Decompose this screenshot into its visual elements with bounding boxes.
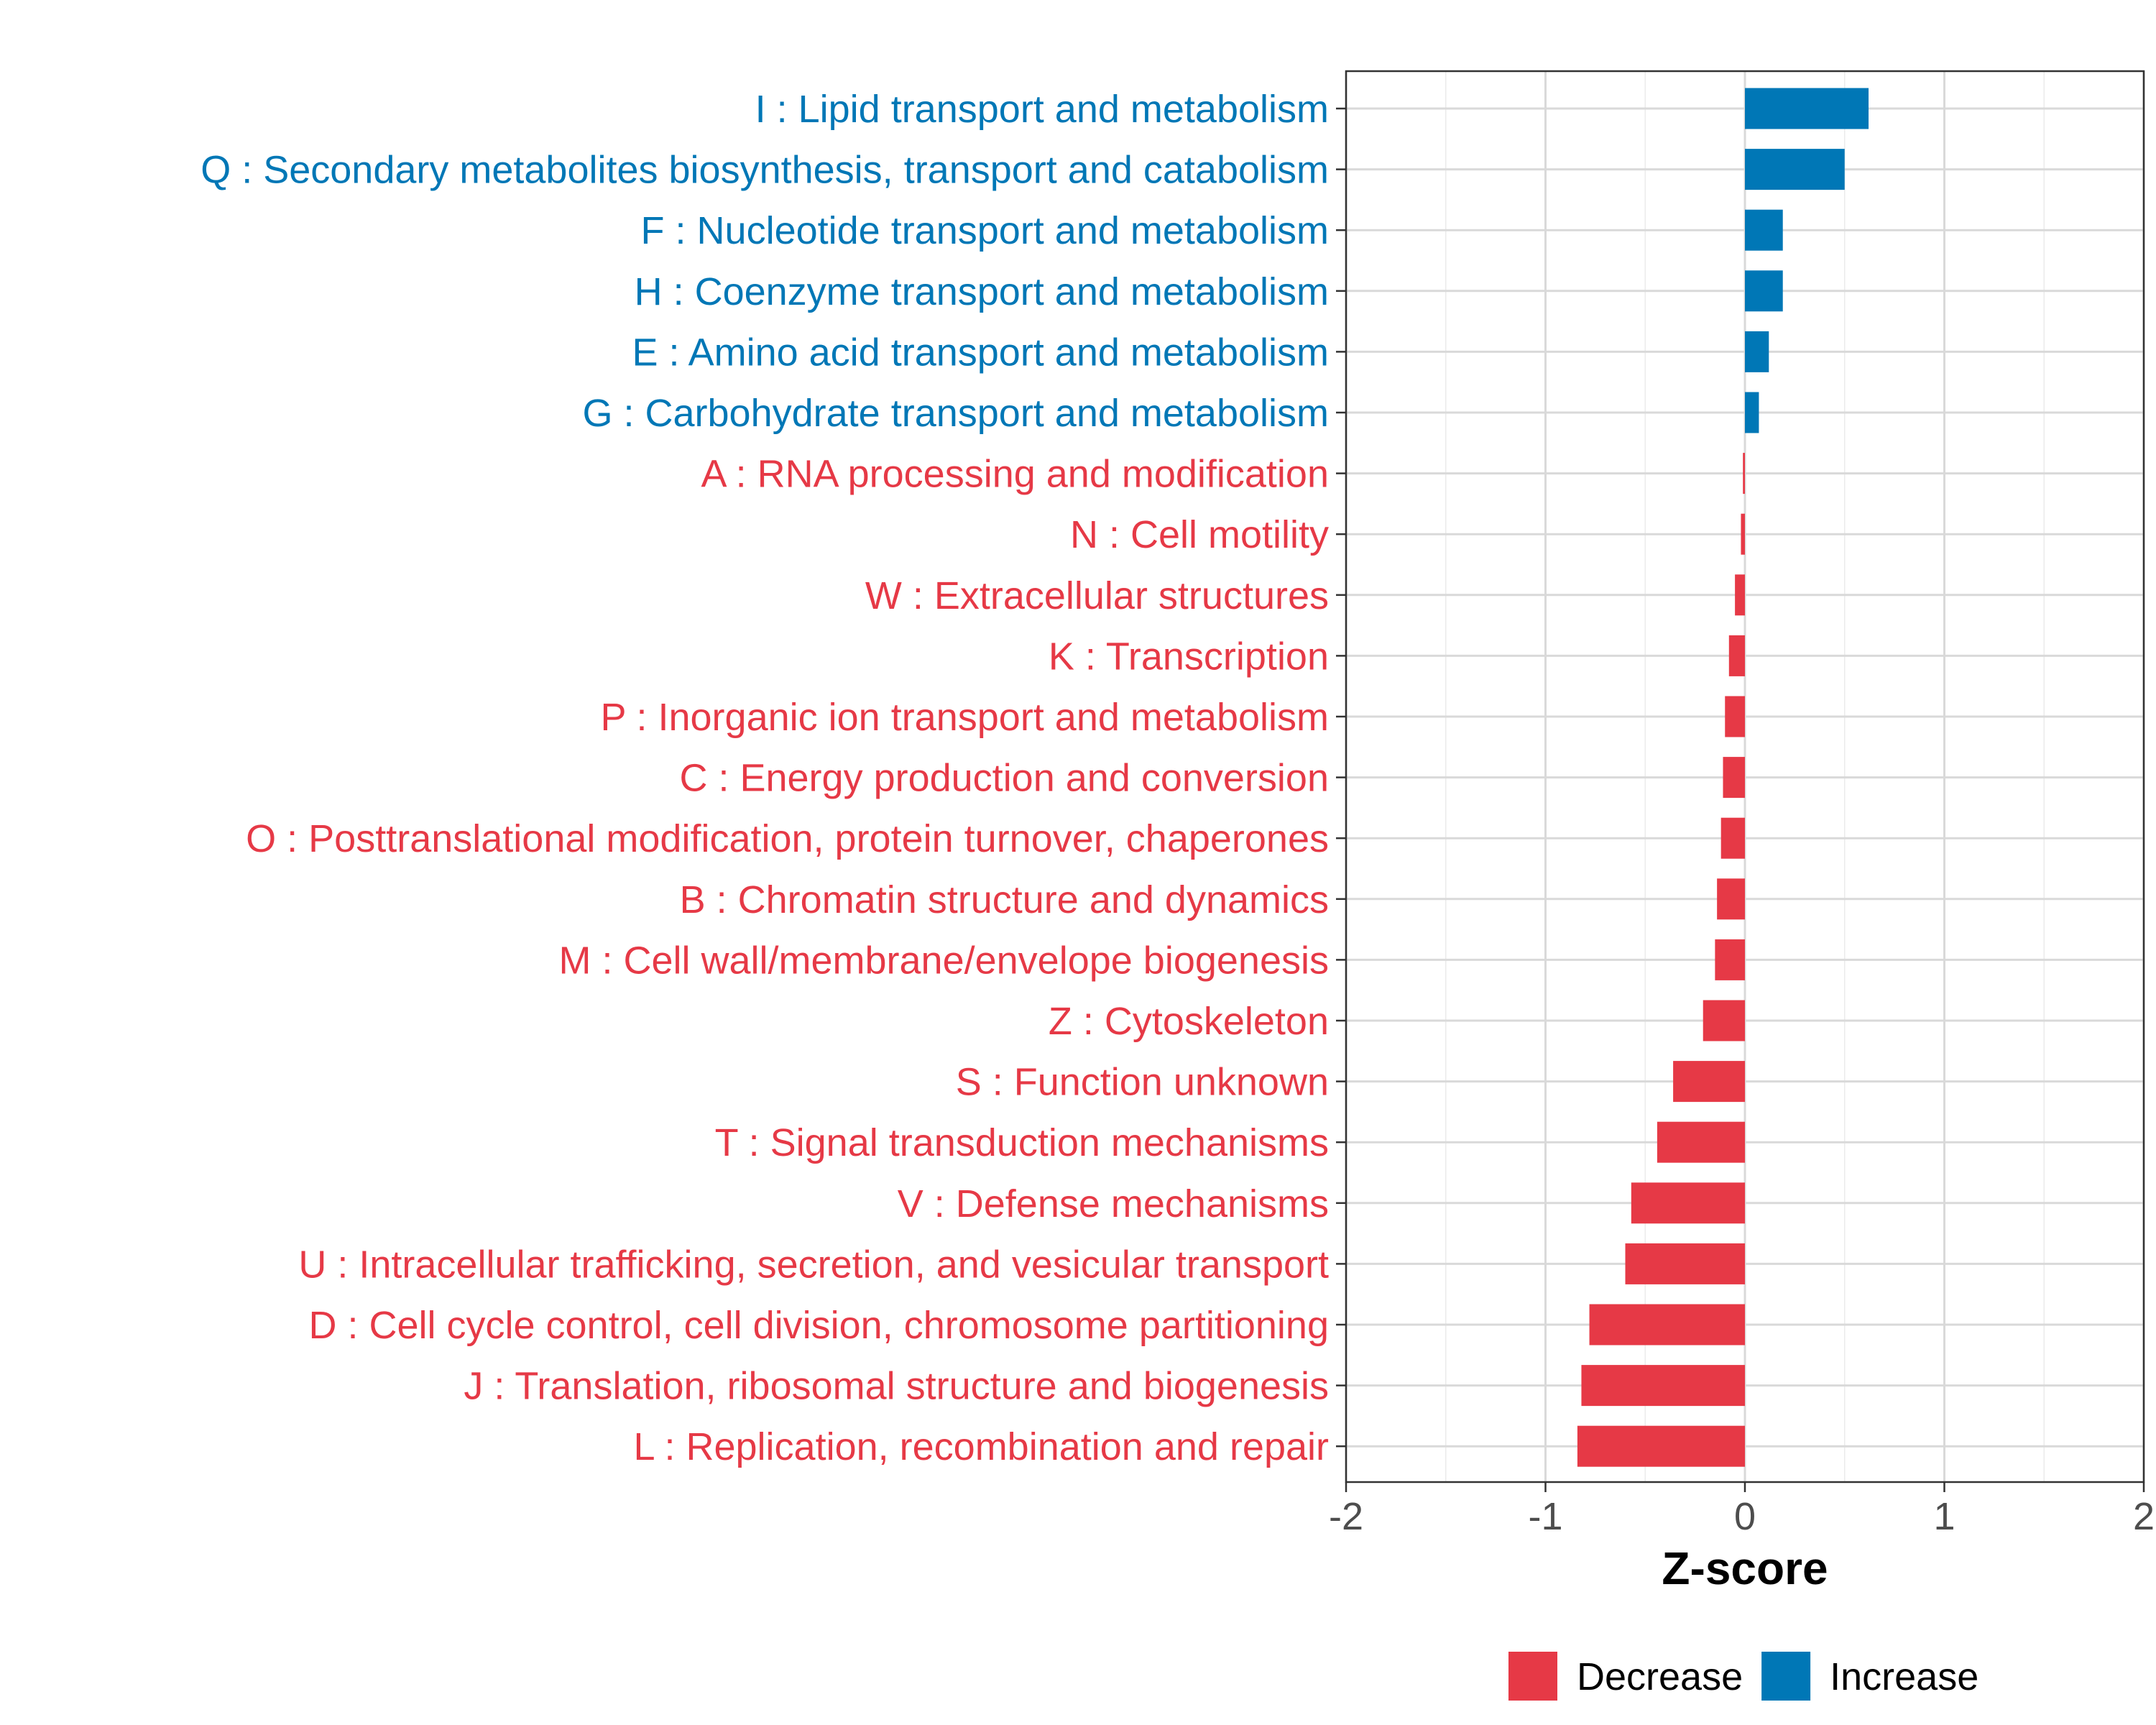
x-axis-title: Z-score (1662, 1542, 1828, 1594)
legend-swatch (1761, 1652, 1811, 1701)
x-tick-label: 1 (1933, 1495, 1955, 1538)
x-tick-label: -2 (1329, 1495, 1363, 1538)
category-label: K : Transcription (1049, 635, 1329, 678)
category-label: Q : Secondary metabolites biosynthesis, … (201, 149, 1329, 192)
category-label: M : Cell wall/membrane/envelope biogenes… (558, 939, 1329, 982)
bar (1745, 149, 1845, 190)
bar (1720, 817, 1745, 859)
bars (1577, 88, 1869, 1467)
bar (1723, 757, 1745, 799)
category-label: C : Energy production and conversion (679, 757, 1329, 800)
bar (1745, 392, 1759, 433)
bar (1745, 270, 1783, 312)
legend: Decrease Increase (1508, 1652, 1978, 1701)
category-label: L : Replication, recombination and repai… (633, 1425, 1329, 1468)
bar (1577, 1425, 1745, 1467)
x-tick-label: 2 (2133, 1495, 2155, 1538)
category-label: V : Defense mechanisms (898, 1182, 1329, 1225)
legend-label: Increase (1830, 1655, 1978, 1698)
category-label: F : Nucleotide transport and metabolism (641, 209, 1329, 252)
category-label: G : Carbohydrate transport and metabolis… (583, 392, 1330, 435)
category-label: E : Amino acid transport and metabolism (632, 331, 1329, 374)
bar (1581, 1365, 1745, 1407)
legend-swatch (1508, 1652, 1557, 1701)
x-tick-label: 0 (1734, 1495, 1756, 1538)
category-label: W : Extracellular structures (865, 574, 1329, 617)
category-label: H : Coenzyme transport and metabolism (635, 270, 1329, 313)
legend-label: Decrease (1577, 1655, 1743, 1698)
category-label: O : Posttranslational modification, prot… (246, 817, 1329, 860)
bar (1735, 574, 1745, 616)
bar (1589, 1304, 1745, 1346)
bar (1745, 88, 1869, 129)
category-labels: I : Lipid transport and metabolism Q : Se… (201, 88, 1329, 1468)
category-label: N : Cell motility (1070, 513, 1329, 556)
category-label: J : Translation, ribosomal structure and… (464, 1365, 1329, 1408)
category-label: B : Chromatin structure and dynamics (680, 878, 1329, 921)
category-label: D : Cell cycle control, cell division, c… (308, 1304, 1329, 1347)
bar (1631, 1182, 1745, 1224)
category-label: Z : Cytoskeleton (1049, 1000, 1329, 1043)
bar (1725, 696, 1745, 737)
bar (1745, 209, 1783, 251)
bar (1745, 331, 1769, 372)
category-label: T : Signal transduction mechanisms (715, 1121, 1329, 1164)
bar (1741, 513, 1745, 555)
x-tick-label: -1 (1528, 1495, 1562, 1538)
bar (1625, 1243, 1745, 1284)
bar (1657, 1121, 1745, 1163)
category-label: A : RNA processing and modification (701, 453, 1329, 496)
bar (1673, 1061, 1745, 1103)
x-axis: -2 -1 0 1 2 (1329, 1482, 2155, 1538)
y-axis-ticks (1336, 107, 1346, 1448)
bar (1703, 1000, 1745, 1041)
category-label: S : Function unknown (956, 1061, 1329, 1104)
category-label: U : Intracellular trafficking, secretion… (298, 1243, 1329, 1286)
category-label: P : Inorganic ion transport and metaboli… (600, 696, 1329, 739)
bar (1743, 453, 1745, 494)
bar (1728, 635, 1745, 676)
category-label: I : Lipid transport and metabolism (755, 88, 1329, 131)
bar (1715, 939, 1745, 980)
bar (1717, 878, 1745, 920)
